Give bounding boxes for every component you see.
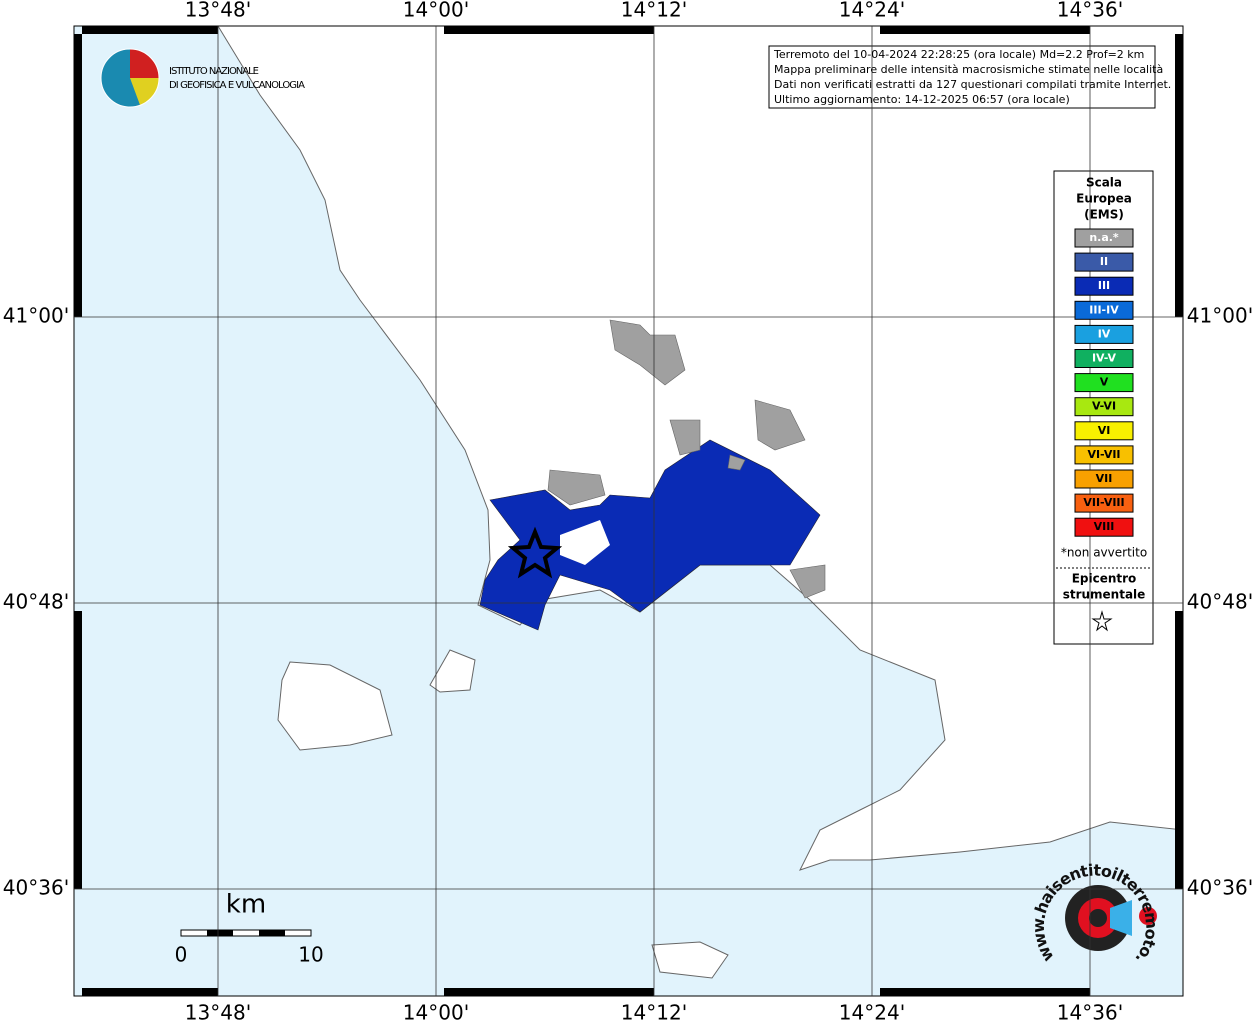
logo-text: DI GEOFISICA E VULCANOLOGIA <box>169 80 305 91</box>
lon-label: 14°24' <box>839 0 905 22</box>
lat-label: 40°48' <box>3 590 69 614</box>
island <box>277 661 393 751</box>
legend-swatch <box>1074 228 1134 248</box>
lat-label: 40°36' <box>1187 876 1253 900</box>
lat-label: 41°00' <box>1187 304 1253 328</box>
white-gap <box>560 520 610 565</box>
legend-label: III-IV <box>1089 303 1119 316</box>
logo-text: ISTITUTO NAZIONALE <box>169 66 259 77</box>
frame-bar <box>1175 34 1183 317</box>
scale-bar <box>180 929 312 937</box>
legend-title: (EMS) <box>1084 208 1124 222</box>
frame-bar <box>74 34 82 317</box>
legend-label: IV-V <box>1092 352 1117 365</box>
legend-epicenter-title: strumentale <box>1063 588 1146 602</box>
legend-swatch <box>1074 373 1134 393</box>
frame-bar <box>880 988 1090 996</box>
legend-title: Europea <box>1076 192 1132 206</box>
lon-label: 13°48' <box>185 1001 251 1025</box>
legend-swatch <box>1074 349 1134 368</box>
legend-swatch <box>1074 397 1134 417</box>
scale-label: 10 <box>298 943 323 967</box>
lon-label: 13°48' <box>185 0 251 22</box>
legend-swatch <box>1074 493 1134 513</box>
lon-label: 14°24' <box>839 1001 905 1025</box>
ingv-logo <box>100 48 160 108</box>
lon-label: 14°36' <box>1057 0 1123 22</box>
lon-label: 14°12' <box>621 1001 687 1025</box>
frame-bar <box>444 26 654 34</box>
frame-bar <box>82 988 218 996</box>
info-line: Mappa preliminare delle intensità macros… <box>774 63 1163 76</box>
legend-label: VI-VII <box>1087 448 1120 461</box>
lat-label: 40°48' <box>1187 590 1253 614</box>
legend-label: II <box>1100 255 1108 268</box>
lon-label: 14°12' <box>621 0 687 22</box>
legend-label: VIII <box>1094 520 1115 533</box>
info-line: Terremoto del 10-04-2024 22:28:25 (ora l… <box>773 48 1144 61</box>
info-line: Dati non verificati estratti da 127 ques… <box>774 78 1171 91</box>
scale-unit: km <box>226 890 266 920</box>
info-box <box>768 45 1156 109</box>
intensity-area <box>479 439 821 631</box>
legend-label: n.a.* <box>1089 231 1119 244</box>
legend-label: V <box>1100 376 1109 389</box>
frame-bar <box>82 26 218 34</box>
info-line: Ultimo aggiornamento: 14-12-2025 06:57 (… <box>774 93 1070 106</box>
lon-label: 14°00' <box>403 0 469 22</box>
legend-swatch <box>1074 445 1134 465</box>
legend-label: VII <box>1096 472 1113 485</box>
island <box>429 649 476 693</box>
legend-note: *non avvertito <box>1061 546 1147 560</box>
legend-title: Scala <box>1086 176 1122 190</box>
legend-swatch <box>1074 276 1134 296</box>
hsit-badge <box>1065 885 1157 951</box>
legend-label: IV <box>1098 327 1111 340</box>
frame-bar <box>444 988 654 996</box>
legend-swatch <box>1074 421 1134 441</box>
frame-bar <box>880 26 1090 34</box>
legend-label: VI <box>1098 424 1111 437</box>
lat-label: 40°36' <box>3 876 69 900</box>
legend-epicenter-title: Epicentro <box>1072 572 1137 586</box>
legend-label: VII-VIII <box>1083 496 1124 509</box>
legend-swatch <box>1074 300 1134 320</box>
frame-bar <box>1175 611 1183 889</box>
lat-label: 41°00' <box>3 304 69 328</box>
scale-label: 0 <box>175 943 188 967</box>
lon-label: 14°00' <box>403 1001 469 1025</box>
grey-area <box>547 319 826 599</box>
legend-label: V-VI <box>1092 400 1116 413</box>
legend-star <box>1091 610 1113 632</box>
legend-swatch <box>1074 517 1134 537</box>
island <box>651 941 729 979</box>
epicenter-star <box>507 526 563 579</box>
lon-label: 14°36' <box>1057 1001 1123 1025</box>
legend-swatch <box>1074 324 1134 344</box>
frame-bar <box>74 611 82 889</box>
legend-swatch <box>1074 252 1134 272</box>
legend-swatch <box>1074 469 1134 489</box>
legend-label: III <box>1098 279 1110 292</box>
